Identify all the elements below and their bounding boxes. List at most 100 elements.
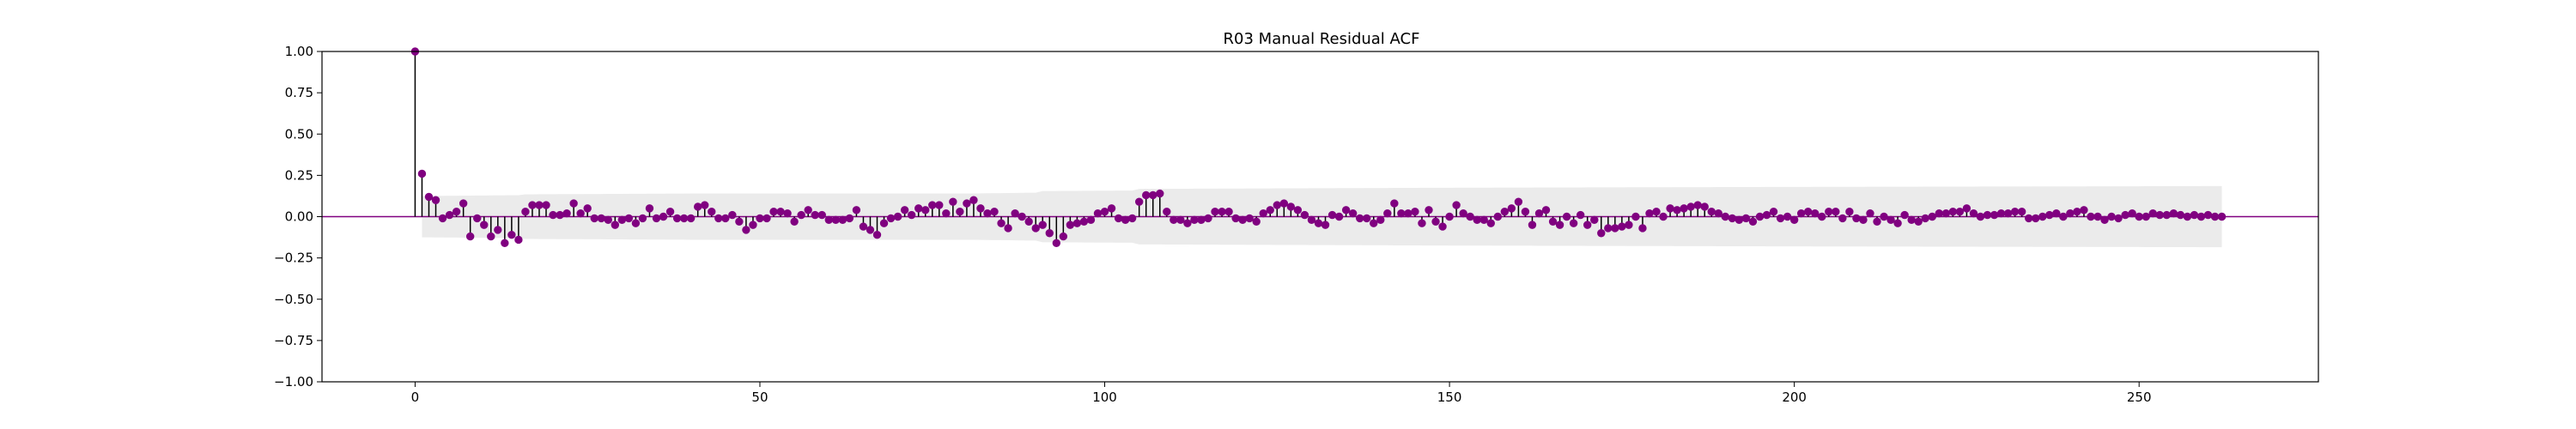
acf-marker [542,201,550,209]
acf-marker [1238,215,1247,225]
acf-marker [1307,215,1316,225]
acf-marker [1818,212,1826,221]
acf-marker [1541,206,1551,214]
acf-marker [859,222,868,231]
acf-marker [1631,212,1640,221]
acf-marker [1873,217,1881,226]
acf-marker [556,210,564,220]
acf-marker [487,232,495,241]
acf-marker [735,217,744,226]
acf-marker [728,210,737,220]
acf-marker [1425,206,1433,214]
y-tick-label: 0.00 [285,209,313,225]
acf-marker [1100,208,1109,216]
acf-marker [1611,224,1619,233]
acf-marker [1114,214,1123,223]
acf-marker [769,208,778,216]
acf-marker [1638,224,1647,233]
acf-marker [866,226,875,234]
acf-marker [1363,214,1371,223]
acf-marker [1127,214,1137,223]
y-tick-label: −1.00 [274,374,313,390]
x-tick-label: 150 [1437,390,1462,405]
acf-marker [1604,224,1613,233]
acf-marker [2128,208,2136,218]
acf-marker [935,201,944,209]
acf-marker [2203,210,2213,220]
acf-marker [1252,217,1261,226]
acf-marker [514,235,523,245]
acf-marker [2121,210,2129,220]
acf-marker [1962,204,1971,213]
acf-marker [701,201,709,209]
acf-marker [1370,219,1378,227]
acf-marker [2080,206,2088,214]
acf-marker [1714,208,1722,218]
acf-marker [1583,221,1592,229]
acf-marker [465,232,475,241]
acf-marker [2142,212,2150,221]
acf-marker [2052,208,2061,218]
y-tick-label: −0.25 [274,251,313,266]
acf-marker [1266,206,1274,214]
x-tick-label: 250 [2127,390,2152,405]
acf-marker [1066,221,1075,229]
acf-marker [1735,215,1744,225]
acf-marker [1659,212,1668,221]
acf-marker [1514,197,1523,206]
acf-marker [942,208,951,218]
acf-marker [611,221,620,229]
acf-marker [1231,214,1240,223]
acf-marker [1983,210,1992,220]
acf-marker [569,199,578,208]
acf-marker [1466,212,1474,221]
acf-marker [2196,212,2206,221]
acf-marker [852,206,861,214]
acf-marker [1762,210,1771,220]
acf-marker [797,210,805,220]
acf-marker [2087,212,2095,221]
acf-marker [1590,215,1599,225]
acf-marker [638,214,647,223]
acf-marker [1948,208,1958,216]
acf-marker [507,230,516,239]
acf-marker [949,197,957,206]
acf-marker [1907,215,1916,225]
acf-marker [1721,212,1730,221]
acf-marker [1397,208,1406,218]
acf-marker [1031,224,1040,233]
acf-marker [679,214,689,223]
acf-marker [1996,208,2006,218]
acf-marker [956,208,964,216]
acf-marker [1576,210,1585,220]
acf-marker [624,214,634,223]
acf-marker [1411,208,1419,216]
acf-marker [1941,208,1951,218]
acf-marker [990,208,999,216]
acf-marker [2107,212,2116,221]
acf-marker [1769,208,1778,216]
acf-marker [2135,212,2143,221]
acf-marker [631,219,641,227]
acf-marker [424,192,434,202]
acf-marker [2024,214,2033,223]
acf-marker [907,210,916,220]
acf-marker [1273,201,1282,209]
acf-marker [886,214,896,223]
acf-marker [1493,212,1503,221]
acf-marker [1245,214,1254,223]
acf-marker [1376,215,1385,225]
acf-marker [438,214,447,223]
acf-marker [1134,197,1144,206]
acf-marker [1486,219,1495,227]
acf-marker [1431,217,1440,226]
acf-marker [528,201,537,209]
acf-marker [783,208,792,218]
acf-marker [535,201,544,209]
acf-marker [1825,208,1833,216]
acf-marker [1645,208,1654,218]
acf-marker [1355,214,1364,223]
acf-marker [1452,201,1461,209]
acf-marker [776,208,785,216]
